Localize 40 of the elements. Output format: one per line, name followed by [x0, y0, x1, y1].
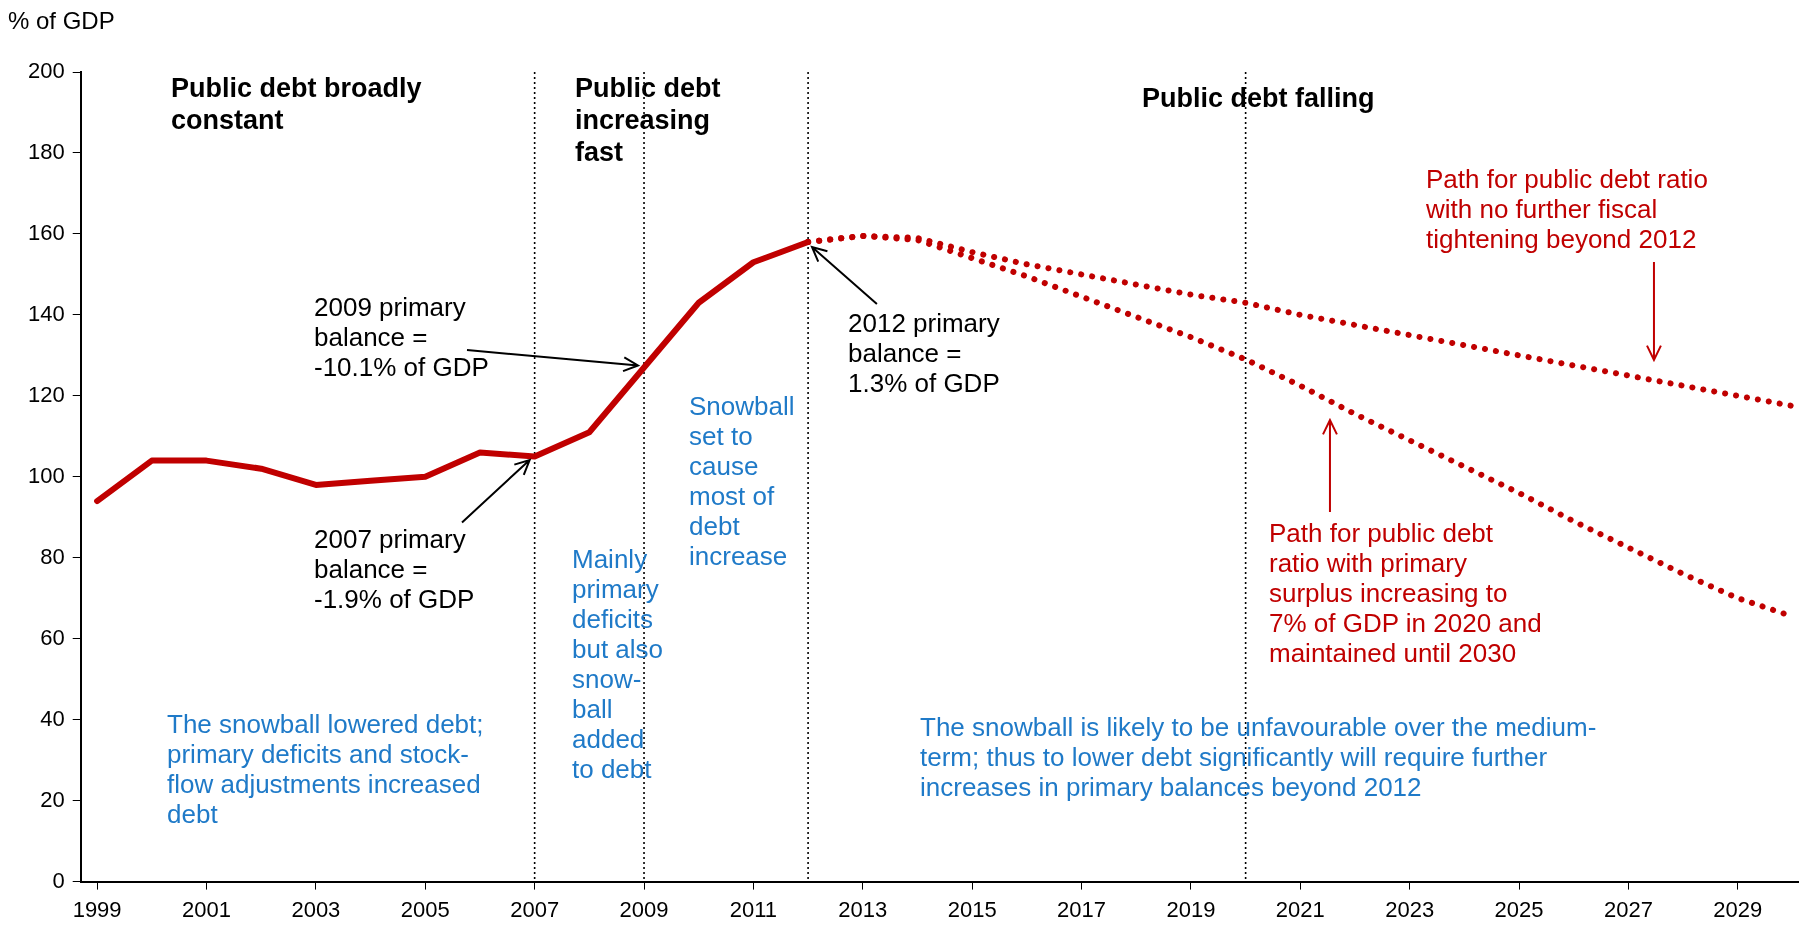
y-axis-title: % of GDP — [8, 6, 115, 34]
x-tick-label: 2019 — [1166, 896, 1216, 922]
annotation: Path for public debt ratio with no further fiscal tightening beyond 2012 — [1425, 164, 1708, 255]
x-tick-label: 2015 — [947, 896, 997, 922]
annotation: Public debt increasing fast — [575, 72, 721, 167]
x-tick-label: 2009 — [619, 896, 669, 922]
y-tick-label: 120 — [27, 381, 65, 407]
y-tick-label: 140 — [27, 300, 65, 326]
annotation: 2007 primary balance = -1.9% of GDP — [314, 524, 475, 615]
y-tick-label: 40 — [40, 705, 65, 731]
x-tick-label: 2023 — [1385, 896, 1435, 922]
y-tick-label: 100 — [27, 462, 65, 488]
y-tick-label: 80 — [40, 543, 65, 569]
annotation: Snowball set to cause most of debt increase — [689, 391, 795, 572]
y-tick-label: 160 — [27, 219, 65, 245]
x-tick-label: 2003 — [291, 896, 341, 922]
annotation: Public debt broadly constant — [171, 72, 422, 135]
y-tick-label: 180 — [27, 139, 65, 165]
x-tick-label: 2017 — [1057, 896, 1107, 922]
x-tick-label: 2011 — [729, 896, 778, 922]
y-tick-label: 20 — [40, 786, 65, 812]
x-tick-label: 2005 — [400, 896, 450, 922]
annotation: Public debt falling — [1142, 82, 1375, 113]
x-tick-label: 2025 — [1494, 896, 1544, 922]
annotation: Path for public debt ratio with primary surplus increasing to 7% of GDP in 2020 and maintained until 2030 — [1269, 518, 1542, 669]
annotation: 2012 primary balance = 1.3% of GDP — [848, 308, 1000, 399]
y-tick-label: 60 — [40, 624, 65, 650]
x-tick-label: 2021 — [1275, 896, 1325, 922]
y-tick-label: 200 — [27, 58, 65, 84]
x-tick-label: 2027 — [1603, 896, 1653, 922]
x-tick-label: 2007 — [510, 896, 560, 922]
x-tick-label: 2029 — [1713, 896, 1763, 922]
x-tick-label: 2013 — [838, 896, 888, 922]
x-tick-label: 1999 — [72, 896, 122, 922]
annotation: The snowball is likely to be unfavourable over the medium-term; thus to lower debt significantly will require further increases in primary balances beyond 2012 — [920, 712, 1597, 803]
y-tick-label: 0 — [52, 867, 65, 893]
annotation: The snowball lowered debt; primary deficits and stock-flow adjustments increased debt — [167, 709, 484, 830]
annotation: Mainly primary deficits but also snow-ball added to debt — [572, 544, 664, 785]
x-tick-label: 2001 — [182, 896, 231, 922]
annotation: 2009 primary balance = -10.1% of GDP — [314, 292, 489, 383]
